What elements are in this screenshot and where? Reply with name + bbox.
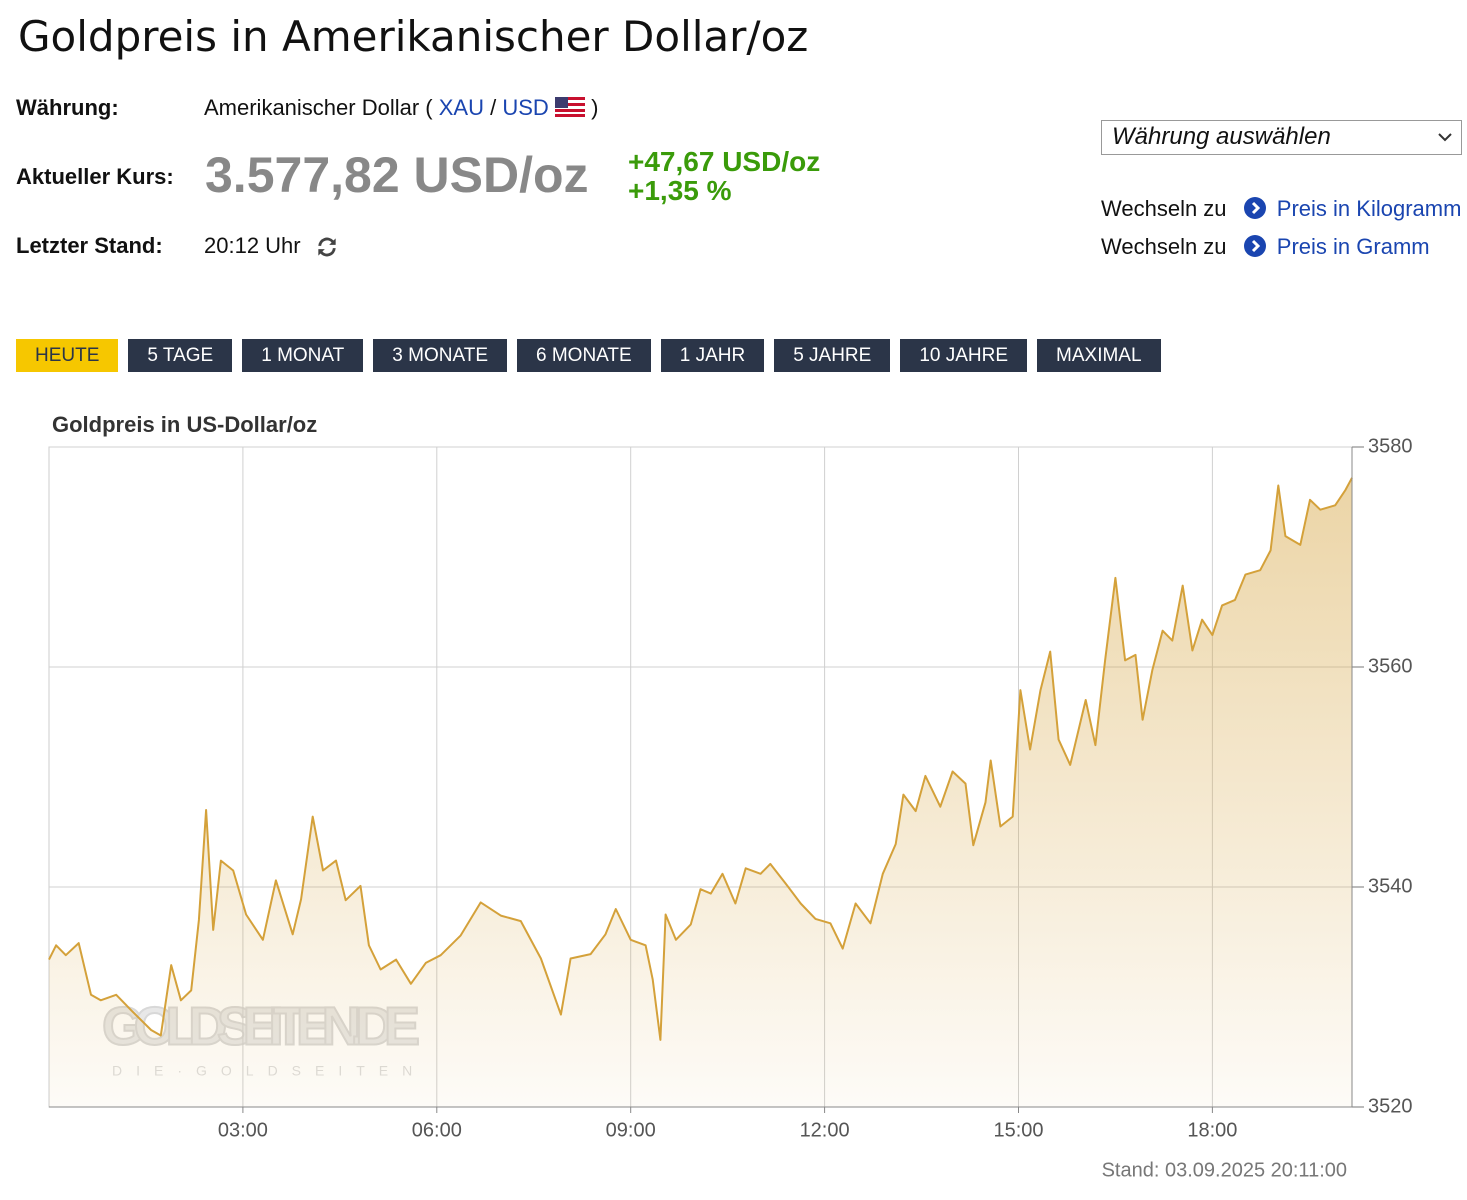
link[interactable]: Preis in Kilogramm: [1276, 196, 1462, 221]
chart: Goldpreis in US-Dollar/oz Stand: 03.09.2…: [48, 412, 1413, 1181]
tab[interactable]: 1 JAHR: [660, 339, 765, 372]
x-tick-label: 06:00: [412, 1119, 462, 1141]
area: [49, 477, 1352, 1107]
dropdown-arrow: [1438, 133, 1452, 142]
change-abs: +47,67 USD/oz: [628, 146, 821, 177]
tab[interactable]: 10 JAHRE: [900, 339, 1028, 372]
x-tick-label: 12:00: [800, 1119, 850, 1141]
refresh-icon[interactable]: [314, 234, 340, 260]
label: Aktueller Kurs:: [16, 164, 174, 189]
switch-row: Wechseln zu Preis in Kilogramm: [1101, 196, 1461, 222]
tab[interactable]: 3 MONATE: [373, 339, 507, 372]
y-tick-label: 3540: [1368, 875, 1413, 897]
text: /: [490, 95, 497, 120]
tab[interactable]: MAXIMAL: [1037, 339, 1161, 372]
price: 3.577,82 USD/oz: [205, 147, 589, 203]
change-pct: +1,35 %: [628, 175, 732, 206]
chevron-icon: [1243, 235, 1266, 257]
tab-bar: HEUTE 5 TAGE 1 MONAT 3 MONATE 6 MONATE 1 JAHR…: [16, 339, 1161, 372]
text: ): [591, 95, 599, 120]
x-tick-label: 03:00: [218, 1119, 268, 1141]
label: Letzter Stand:: [16, 233, 163, 258]
chart-note: Stand: 03.09.2025 20:11:00: [1102, 1159, 1347, 1181]
y-tick-label: 3560: [1368, 655, 1413, 677]
link[interactable]: XAU: [438, 95, 484, 120]
link[interactable]: Preis in Gramm: [1276, 234, 1430, 259]
x-tick-label: 18:00: [1187, 1119, 1237, 1141]
line: [48, 477, 1353, 1041]
chart-title: Goldpreis in US-Dollar/oz: [52, 412, 317, 437]
tab[interactable]: HEUTE: [16, 339, 119, 372]
text: Wechseln zu: [1101, 234, 1227, 259]
text: Wechseln zu: [1101, 196, 1227, 221]
currency-select[interactable]: Währung auswählen: [1101, 120, 1462, 155]
page-title: Goldpreis in Amerikanischer Dollar/oz: [18, 12, 809, 61]
tab[interactable]: 6 MONATE: [517, 339, 651, 372]
flag-icon: [554, 97, 585, 117]
select-text: Währung auswählen: [1112, 123, 1331, 150]
link[interactable]: USD: [502, 95, 549, 120]
tab[interactable]: 5 TAGE: [128, 339, 233, 372]
tab[interactable]: 1 MONAT: [242, 339, 364, 372]
currency-row: Amerikanischer Dollar ( XAU / USD ): [204, 95, 598, 121]
change: +47,67 USD/oz +1,35 %: [628, 147, 820, 205]
switch-row: Wechseln zu Preis in Gramm: [1101, 234, 1430, 260]
tab[interactable]: 5 JAHRE: [774, 339, 891, 372]
x-tick-label: 09:00: [606, 1119, 656, 1141]
chevron-icon: [1243, 197, 1266, 219]
x-tick-label: 15:00: [993, 1119, 1043, 1141]
y-tick-label: 3580: [1368, 435, 1413, 457]
updated: 20:12 Uhr: [204, 233, 301, 258]
y-tick-label: 3520: [1368, 1095, 1413, 1117]
label: Währung:: [16, 95, 119, 120]
text: Amerikanischer Dollar (: [204, 95, 433, 120]
